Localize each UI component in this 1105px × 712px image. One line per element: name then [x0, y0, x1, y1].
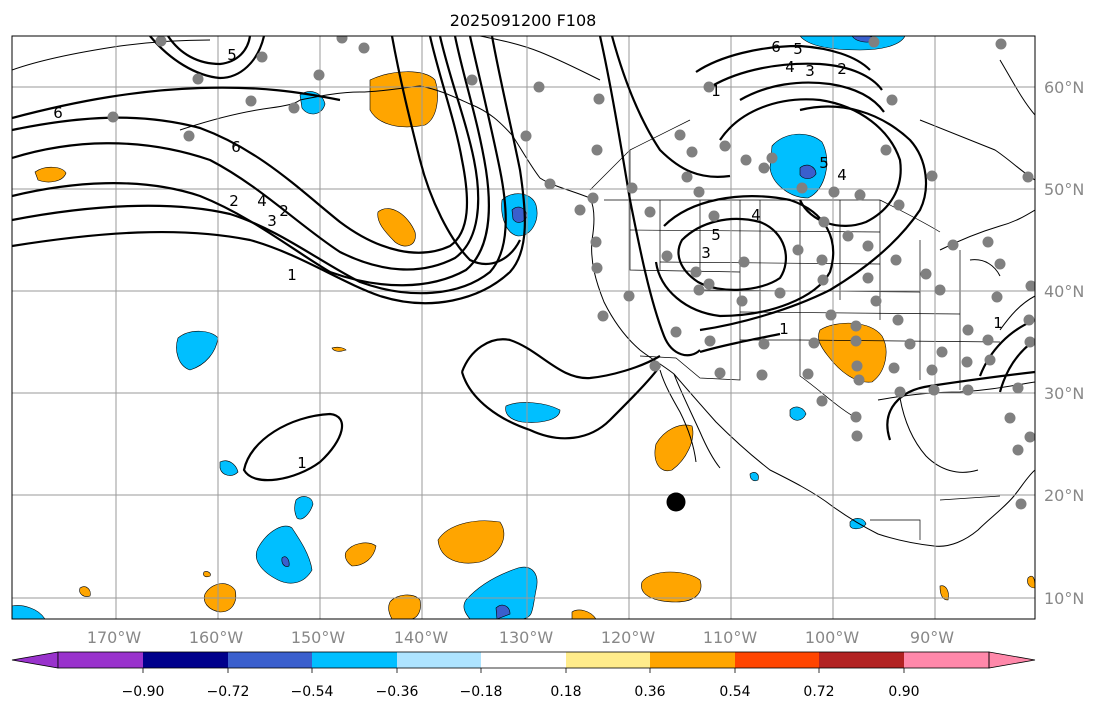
contour-label: 1 [711, 82, 721, 100]
contour-label: 6 [231, 138, 241, 156]
colorbar-tick-label: −0.90 [122, 684, 165, 700]
colorbar-tick-label: 0.90 [888, 684, 919, 700]
contour-label: 2 [229, 192, 239, 210]
storm-center-marker [666, 492, 686, 512]
contour-label: 1 [779, 320, 789, 338]
colorbar: −0.90 −0.72 −0.54 −0.36 −0.18 0.18 0.36 … [11, 651, 1036, 700]
lon-tick: 100°W [805, 628, 860, 647]
lon-tick: 120°W [601, 628, 656, 647]
map-frame [11, 35, 1036, 620]
colorbar-segment [904, 652, 989, 668]
contour-label: 5 [711, 226, 721, 244]
colorbar-segment [312, 652, 397, 668]
contour-label: 1 [993, 314, 1003, 332]
lon-tick: 90°W [910, 628, 954, 647]
station-dots [107, 36, 1035, 510]
lat-tick-labels: 60°N 50°N 40°N 30°N 20°N 10°N [1044, 78, 1084, 608]
lat-tick: 60°N [1044, 78, 1084, 97]
lat-tick: 20°N [1044, 486, 1084, 505]
map-panel: 6 5 4 3 2 1 6 2 4 5 3 1 1 5 4 1 6 5 4 3 … [12, 36, 1035, 619]
colorbar-ticks [142, 668, 905, 673]
contour-lines [12, 36, 1035, 482]
gridlines [12, 36, 1035, 619]
contour-label: 5 [819, 154, 829, 172]
colorbar-segment [735, 652, 819, 668]
contour-label: 1 [297, 454, 307, 472]
contour-label: 6 [771, 38, 781, 56]
lon-tick: 150°W [291, 628, 346, 647]
colorbar-max-extend [988, 651, 1036, 669]
lat-tick: 10°N [1044, 589, 1084, 608]
colorbar-segment [143, 652, 228, 668]
lon-tick: 110°W [703, 628, 758, 647]
lon-tick: 130°W [499, 628, 554, 647]
contour-label: 4 [751, 206, 761, 224]
colorbar-tick-label: 0.18 [550, 684, 581, 700]
colorbar-tick-label: 0.36 [634, 684, 665, 700]
lat-tick: 50°N [1044, 180, 1084, 199]
colorbar-frame [57, 651, 990, 669]
colorbar-segment [228, 652, 312, 668]
colorbar-segment [819, 652, 904, 668]
lon-tick: 140°W [394, 628, 449, 647]
contour-label: 4 [785, 58, 795, 76]
lat-tick: 30°N [1044, 384, 1084, 403]
contour-label: 6 [53, 104, 63, 122]
colorbar-tick-label: −0.36 [376, 684, 419, 700]
colorbar-tick-label: 0.54 [719, 684, 750, 700]
contour-label: 3 [701, 244, 711, 262]
lon-tick: 170°W [87, 628, 142, 647]
contour-label: 5 [793, 40, 803, 58]
contour-label: 4 [837, 166, 847, 184]
colorbar-segment [566, 652, 650, 668]
colorbar-segment [58, 652, 143, 668]
contour-label: 2 [279, 202, 289, 220]
lon-tick: 160°W [189, 628, 244, 647]
contour-label: 3 [267, 212, 277, 230]
colorbar-segment [397, 652, 481, 668]
contour-label-group: 6 5 4 3 2 1 6 2 4 5 3 1 1 5 4 1 6 5 4 3 … [53, 38, 1003, 472]
contour-label: 3 [805, 62, 815, 80]
colorbar-tick-label: −0.18 [460, 684, 503, 700]
contour-label: 1 [287, 266, 297, 284]
colorbar-tick-label: −0.54 [291, 684, 334, 700]
colorbar-min-extend [11, 651, 59, 669]
map-title: 2025091200 F108 [450, 11, 597, 30]
contour-label: 2 [837, 60, 847, 78]
colorbar-segment [481, 652, 566, 668]
lon-tick-labels: 170°W 160°W 150°W 140°W 130°W 120°W 110°… [87, 628, 954, 647]
colorbar-tick-label: 0.72 [803, 684, 834, 700]
contour-label: 5 [227, 46, 237, 64]
contour-label: 4 [257, 192, 267, 210]
colorbar-segment [650, 652, 735, 668]
colorbar-tick-label: −0.72 [207, 684, 250, 700]
lat-tick: 40°N [1044, 282, 1084, 301]
